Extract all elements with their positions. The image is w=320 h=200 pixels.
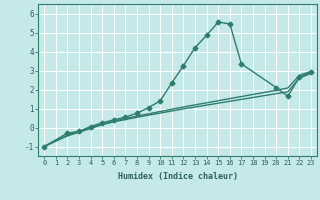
X-axis label: Humidex (Indice chaleur): Humidex (Indice chaleur) [118, 172, 238, 181]
